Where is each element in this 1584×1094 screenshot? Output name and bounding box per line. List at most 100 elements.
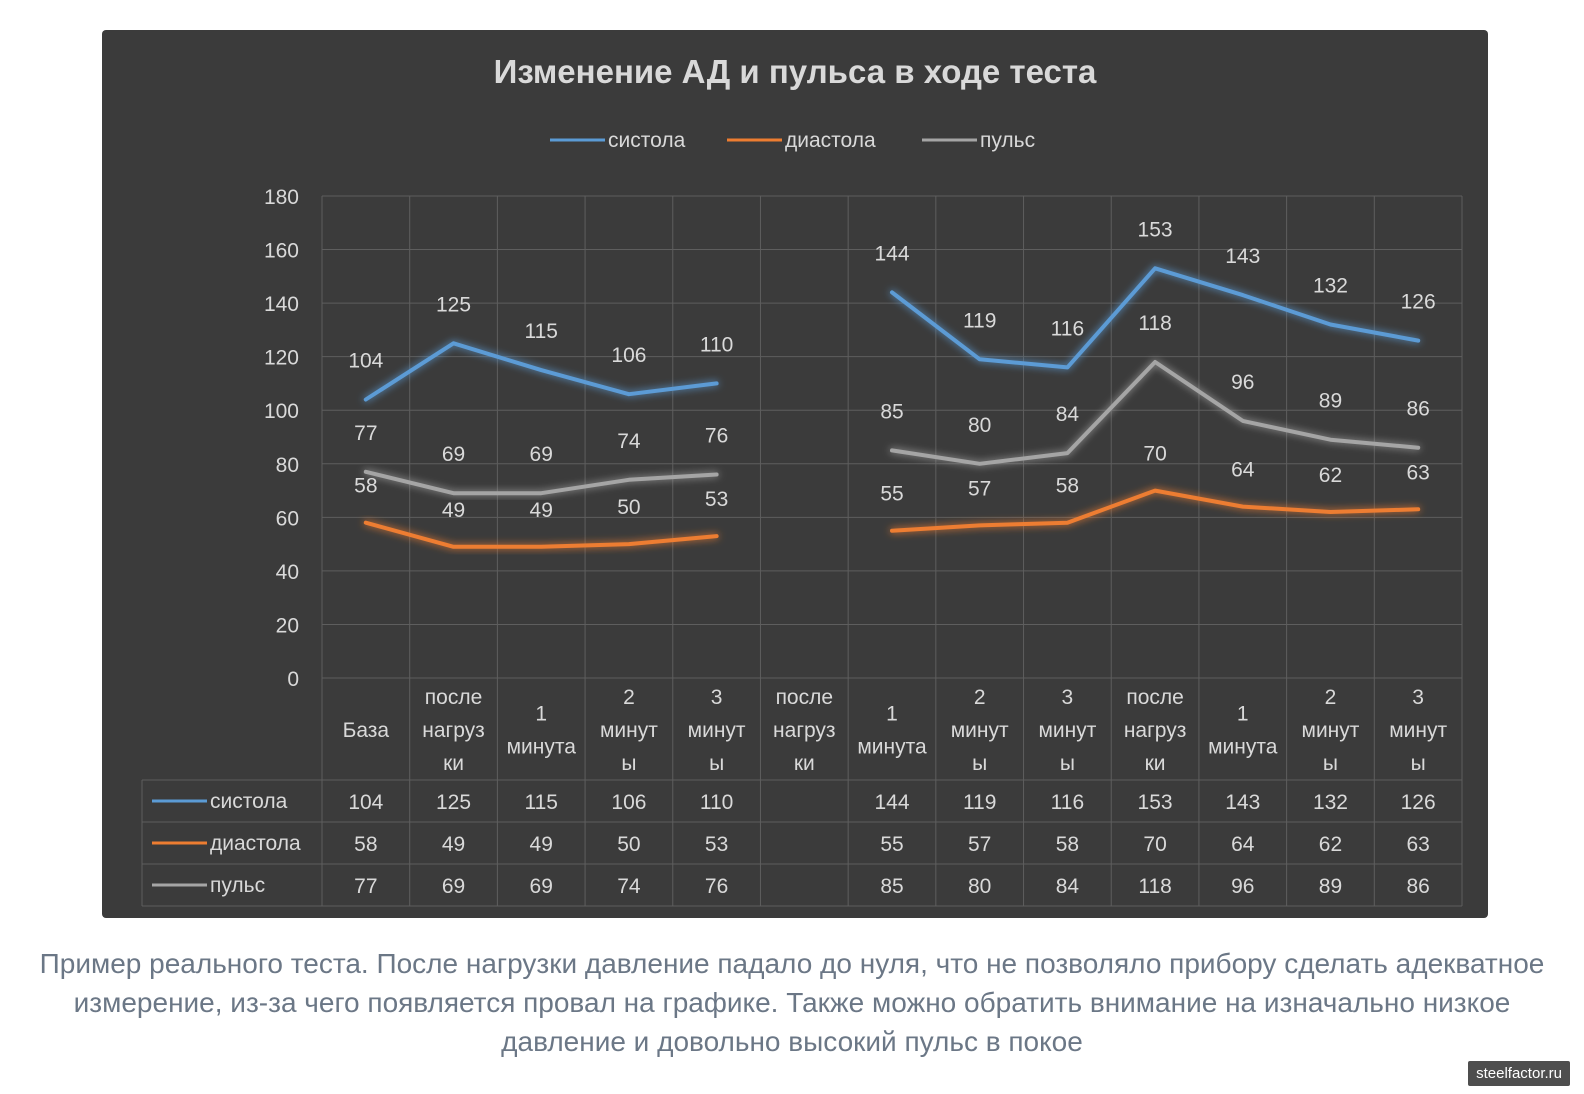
category-label: 1 [886, 703, 898, 726]
table-cell: 76 [705, 875, 728, 898]
table-cell: 116 [1051, 791, 1084, 814]
data-label: 116 [1051, 317, 1084, 340]
category-label: База [343, 719, 390, 742]
data-label: 64 [1231, 459, 1255, 482]
table-cell: 84 [1056, 875, 1080, 898]
category-label: ы [972, 752, 987, 775]
category-label: нагруз [422, 719, 485, 742]
table-cell: 143 [1225, 791, 1260, 814]
table-cell: 58 [354, 833, 377, 856]
data-label: 76 [705, 424, 728, 447]
series-line-диастола-1 [890, 488, 1421, 533]
table-cell: 80 [968, 875, 991, 898]
category-label: 3 [1062, 686, 1074, 709]
data-label: 104 [348, 350, 383, 373]
table-cell: 125 [436, 791, 471, 814]
category-label: минут [1389, 719, 1447, 742]
data-label: 118 [1138, 312, 1171, 335]
table-cell: 153 [1138, 791, 1173, 814]
table-cell: 49 [442, 833, 465, 856]
chart-panel: Изменение АД и пульса в ходе теста систо… [102, 30, 1488, 918]
category-label: минут [951, 719, 1009, 742]
table-cell: 77 [354, 875, 377, 898]
table-cell: 85 [880, 875, 903, 898]
table-cell: 132 [1313, 791, 1348, 814]
chart-svg: Изменение АД и пульса в ходе теста систо… [141, 53, 1463, 907]
chart-title: Изменение АД и пульса в ходе теста [494, 53, 1097, 90]
data-label: 62 [1319, 464, 1342, 487]
table-row-label: диастола [210, 832, 301, 855]
data-label: 144 [874, 242, 909, 265]
table-cell: 69 [530, 875, 553, 898]
data-label: 126 [1401, 291, 1436, 314]
category-label: после [1126, 686, 1183, 709]
y-tick-label: 0 [287, 668, 299, 691]
data-label: 57 [968, 477, 991, 500]
table-cell: 53 [705, 833, 728, 856]
data-label: 80 [968, 414, 991, 437]
data-label: 69 [442, 443, 465, 466]
table-cell: 55 [880, 833, 903, 856]
category-label: ки [794, 752, 815, 775]
category-label: 1 [1237, 703, 1249, 726]
series-line-систола-1 [890, 266, 1421, 370]
y-tick-label: 160 [264, 240, 299, 263]
table-cell: 50 [617, 833, 640, 856]
table-cell: 126 [1401, 791, 1436, 814]
data-label: 132 [1313, 275, 1348, 298]
gridlines [321, 195, 1463, 678]
category-label: 3 [711, 686, 723, 709]
legend-label-1: диастола [785, 129, 876, 152]
table-cell: 119 [963, 791, 996, 814]
data-label: 49 [442, 499, 465, 522]
category-label: нагруз [773, 719, 836, 742]
y-tick-label: 140 [264, 293, 299, 316]
data-label: 125 [436, 293, 471, 316]
category-label: минут [1302, 719, 1360, 742]
table-row-label: пульс [210, 874, 265, 897]
y-tick-label: 80 [276, 454, 299, 477]
category-label: ы [621, 752, 636, 775]
chart-caption: Пример реального теста. После нагрузки д… [39, 948, 1545, 1057]
y-tick-label: 180 [264, 186, 299, 209]
table-row-label: систола [210, 790, 288, 813]
category-label: ы [1060, 752, 1075, 775]
y-tick-label: 40 [276, 561, 299, 584]
table-cell: 70 [1143, 833, 1166, 856]
data-label: 110 [700, 333, 733, 356]
table-cell: 57 [968, 833, 991, 856]
table-cell: 58 [1056, 833, 1079, 856]
category-label: 3 [1412, 686, 1424, 709]
data-table: База после нагруз ки 1 минута 2 минут ы 3 минут ы по… [141, 677, 1463, 907]
table-cell: 64 [1231, 833, 1255, 856]
data-label: 55 [880, 483, 903, 506]
category-label: минут [1038, 719, 1096, 742]
watermark: steelfactor.ru [1468, 1061, 1570, 1086]
data-label: 63 [1406, 461, 1429, 484]
data-label: 115 [524, 320, 557, 343]
category-label: ы [1411, 752, 1426, 775]
data-label: 49 [530, 499, 553, 522]
legend-label-2: пульс [980, 129, 1035, 152]
data-label: 58 [354, 475, 377, 498]
data-label: 77 [354, 422, 377, 445]
data-labels: 104 125 115 106 110 144 119 116 153 143 132 126 58 49… [348, 218, 1435, 521]
table-cell: 86 [1406, 875, 1429, 898]
category-label: ки [1145, 752, 1166, 775]
data-label: 53 [705, 488, 728, 511]
data-label: 50 [617, 496, 640, 519]
table-cell: 74 [617, 875, 641, 898]
data-label: 74 [617, 430, 641, 453]
category-label: ы [709, 752, 724, 775]
category-label: после [776, 686, 833, 709]
data-label: 58 [1056, 475, 1079, 498]
y-tick-label: 60 [276, 507, 299, 530]
data-label: 69 [530, 443, 553, 466]
data-label: 89 [1319, 390, 1342, 413]
table-cell: 63 [1406, 833, 1429, 856]
category-label: 2 [974, 686, 986, 709]
category-label: минут [600, 719, 658, 742]
data-label: 96 [1231, 371, 1254, 394]
table-cell: 89 [1319, 875, 1342, 898]
category-label: нагруз [1124, 719, 1187, 742]
